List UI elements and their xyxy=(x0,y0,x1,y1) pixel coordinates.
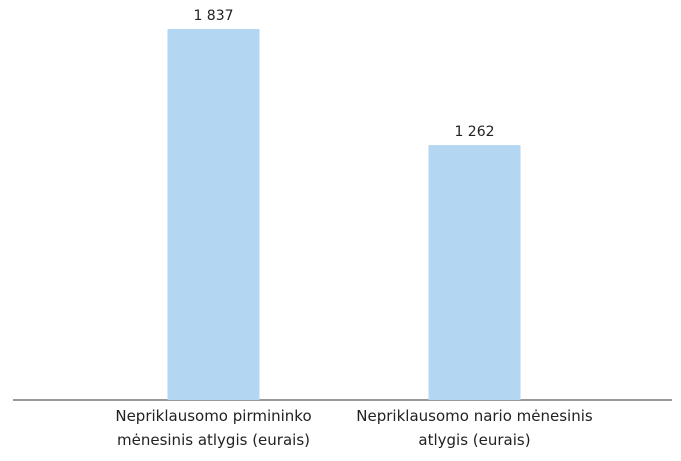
x-tick-label: Nepriklausomo pirmininko mėnesinis atlyg… xyxy=(115,407,312,449)
bar xyxy=(428,145,521,400)
bar xyxy=(167,29,260,400)
value-label: 1 262 xyxy=(454,124,494,140)
x-tick-label: Nepriklausomo nario mėnesinis atlygis (e… xyxy=(356,407,593,449)
value-label: 1 837 xyxy=(193,8,233,24)
